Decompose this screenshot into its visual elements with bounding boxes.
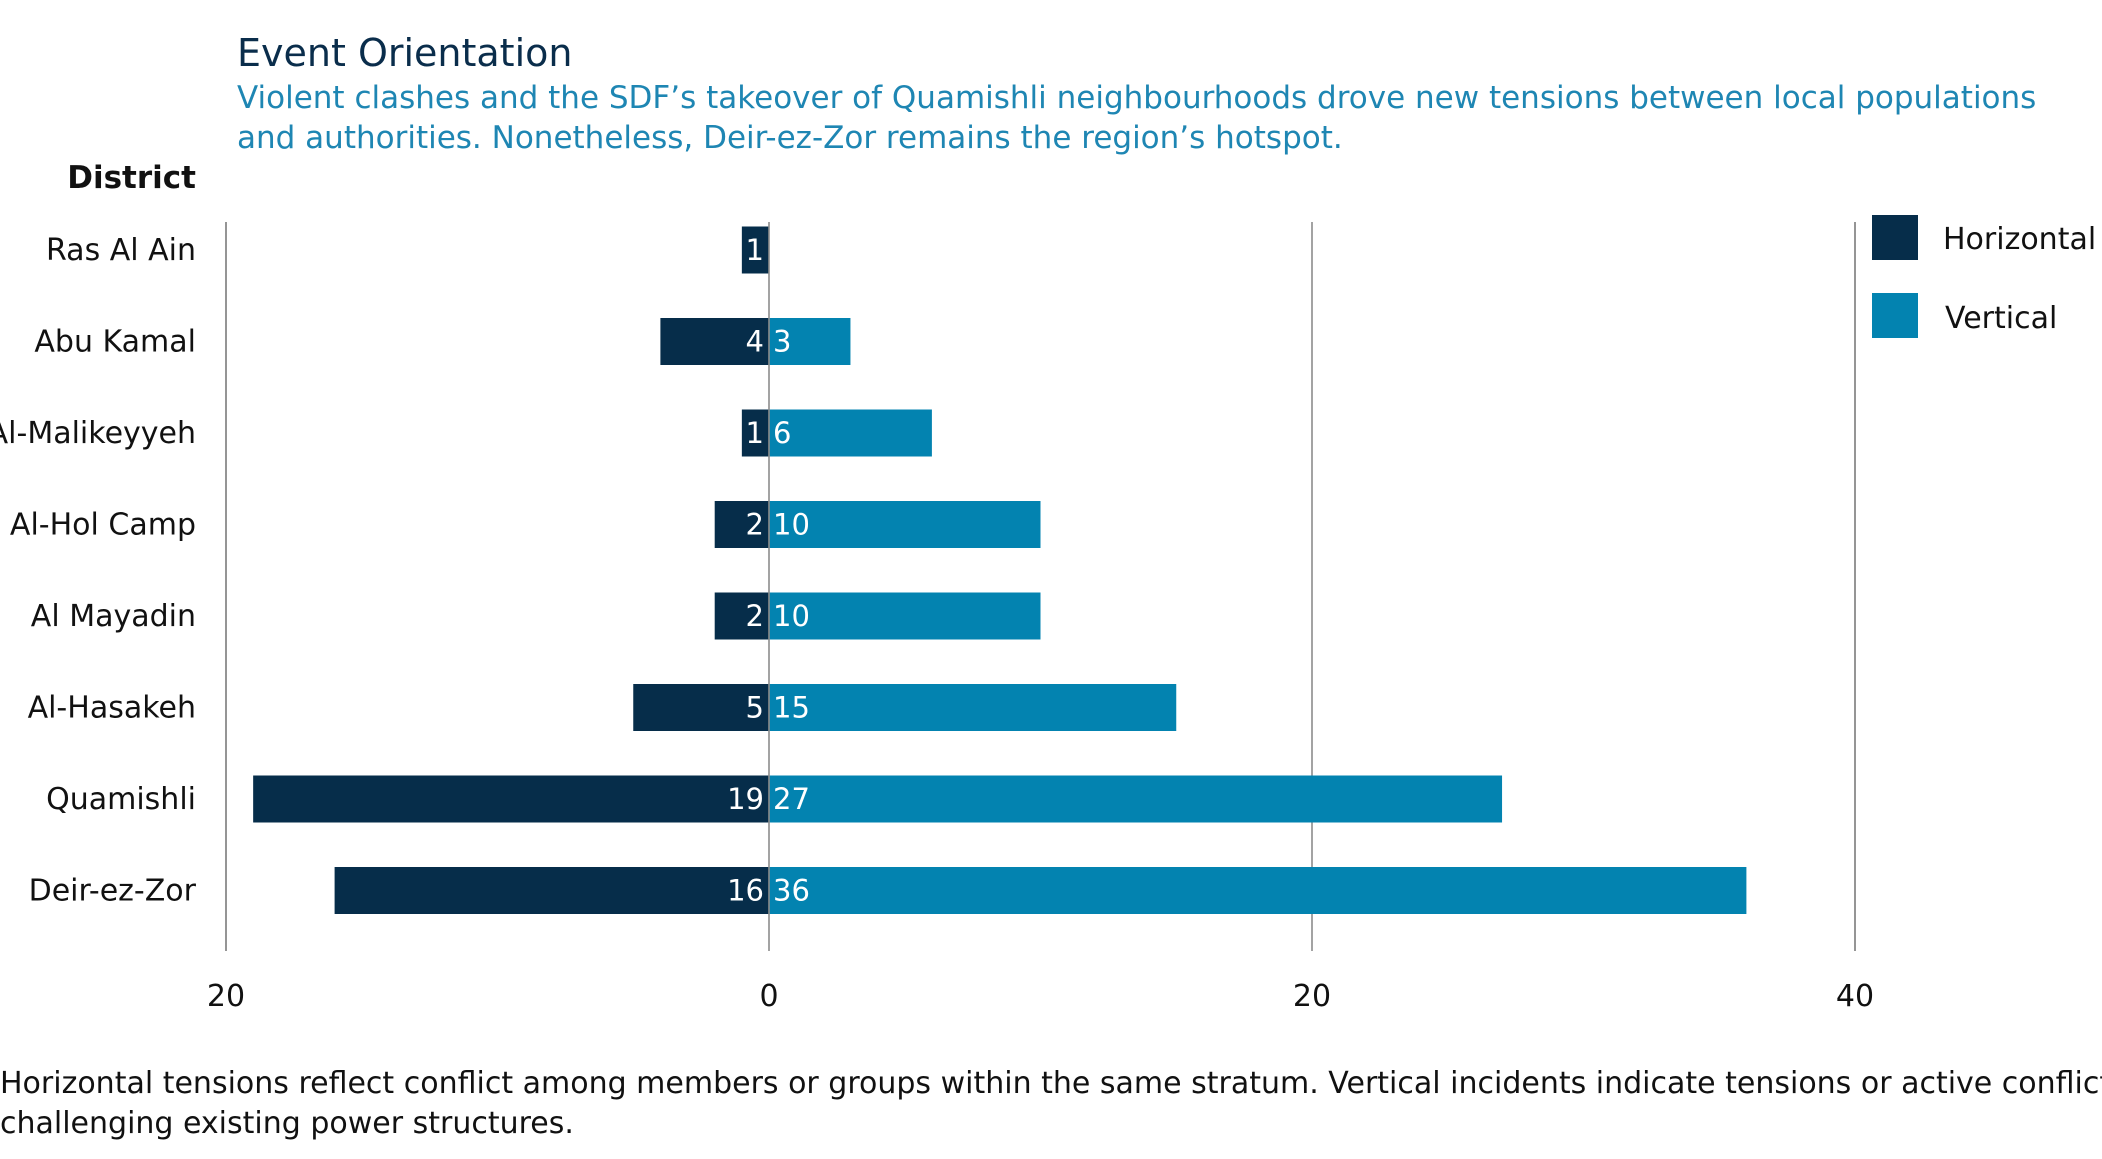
bar-horizontal-abu-kamal: [660, 318, 769, 365]
x-tick-label-0: 0: [759, 979, 778, 1014]
bar-vertical-abu-kamal: [769, 318, 851, 365]
bar-horizontal-al-hol-camp: [714, 501, 769, 548]
footnote-line-2: challenging existing power structures.: [0, 1106, 574, 1141]
legend-label-horizontal: Horizontal: [1943, 222, 2096, 257]
bar-horizontal-deir-ez-zor: [334, 867, 769, 914]
data-label-horizontal-al-hasakeh: 5: [746, 691, 764, 725]
category-label-abu-kamal: Abu Kamal: [34, 325, 196, 360]
data-label-horizontal-abu-kamal: 4: [746, 325, 764, 359]
data-label-horizontal-ras-al-ain: 1: [746, 233, 764, 267]
category-label-al-mayadin: Al Mayadin: [31, 599, 196, 634]
bar-horizontal-al-mayadin: [714, 592, 769, 640]
category-label-al-malikeyyeh: Al-Malikeyyeh: [0, 416, 196, 451]
bar-vertical-quamishli: [769, 775, 1503, 823]
chart-subtitle-line-1: Violent clashes and the SDF’s takeover o…: [237, 80, 2036, 116]
data-label-horizontal-quamishli: 19: [727, 782, 764, 816]
category-label-ras-al-ain: Ras Al Ain: [46, 233, 196, 268]
x-tick-label-40: 40: [1836, 979, 1874, 1014]
data-label-vertical-quamishli: 27: [773, 782, 810, 816]
bar-horizontal-al-hasakeh: [633, 684, 769, 731]
data-label-vertical-deir-ez-zor: 36: [773, 874, 810, 908]
legend-label-vertical: Vertical: [1945, 301, 2057, 336]
data-label-horizontal-deir-ez-zor: 16: [727, 874, 764, 908]
chart-subtitle-line-2: and authorities. Nonetheless, Deir-ez-Zo…: [237, 120, 1343, 156]
bar-vertical-al-hol-camp: [769, 501, 1041, 548]
bars: [253, 226, 1747, 914]
footnote-line-1: Horizontal tensions reflect conflict amo…: [0, 1066, 2102, 1101]
category-label-quamishli: Quamishli: [46, 782, 196, 817]
legend-swatch-vertical: [1872, 293, 1918, 338]
category-label-al-hol-camp: Al-Hol Camp: [10, 508, 196, 543]
data-label-horizontal-al-malikeyyeh: 1: [746, 416, 764, 450]
x-tick-label-20: 20: [1293, 979, 1331, 1014]
data-label-vertical-al-hasakeh: 15: [773, 691, 810, 725]
gridlines: [225, 222, 1856, 951]
data-label-vertical-al-hol-camp: 10: [773, 508, 810, 542]
data-label-vertical-abu-kamal: 3: [773, 325, 791, 359]
bar-horizontal-al-malikeyyeh: [741, 409, 769, 457]
x-tick-label-20: 20: [207, 979, 245, 1014]
category-label-deir-ez-zor: Deir-ez-Zor: [29, 874, 197, 909]
bar-horizontal-ras-al-ain: [741, 226, 769, 274]
bar-vertical-al-hasakeh: [769, 684, 1177, 731]
data-label-vertical-al-malikeyyeh: 6: [773, 416, 791, 450]
data-label-vertical-al-mayadin: 10: [773, 599, 810, 633]
data-label-horizontal-al-hol-camp: 2: [746, 508, 764, 542]
bar-vertical-al-malikeyyeh: [769, 409, 932, 457]
legend: Horizontal Vertical: [1872, 215, 2096, 338]
bar-vertical-deir-ez-zor: [769, 867, 1747, 914]
chart-title: Event Orientation: [237, 31, 572, 75]
bar-vertical-al-mayadin: [769, 592, 1041, 640]
category-label-al-hasakeh: Al-Hasakeh: [28, 691, 196, 726]
y-axis-title: District: [67, 160, 196, 196]
data-label-horizontal-al-mayadin: 2: [746, 599, 764, 633]
bar-horizontal-quamishli: [253, 775, 769, 823]
legend-swatch-horizontal: [1872, 215, 1918, 260]
